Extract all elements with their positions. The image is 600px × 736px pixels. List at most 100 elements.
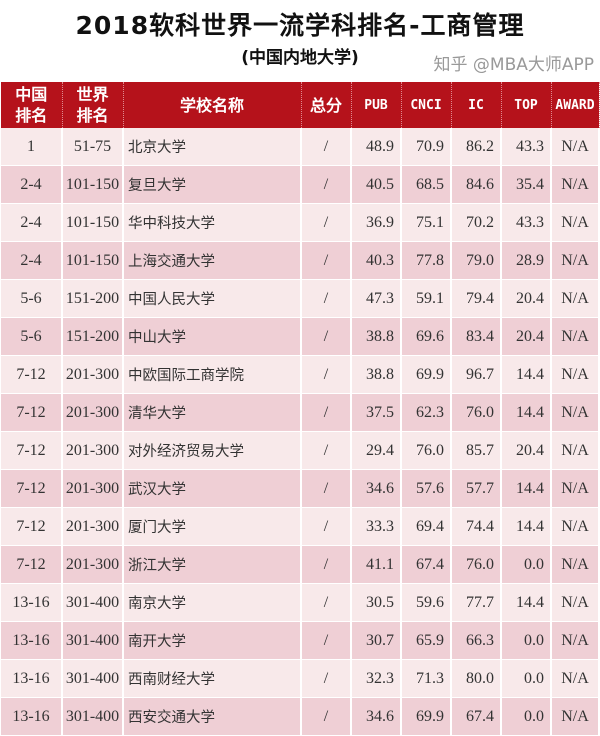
cell-total: /	[301, 469, 352, 508]
cell-cn-rank: 7-12	[1, 431, 63, 470]
cell-award: N/A	[551, 203, 600, 242]
cell-award: N/A	[551, 545, 600, 584]
table-row: 1 51-75 北京大学/48.9 70.9 86.2 43.3 N/A	[1, 128, 600, 166]
cell-award: N/A	[551, 128, 600, 166]
cell-ic: 84.6	[451, 165, 502, 204]
cell-cnci: 69.6	[401, 317, 452, 356]
page-subtitle: (中国内地大学)	[241, 48, 359, 68]
cell-pub: 47.3	[351, 279, 402, 318]
cell-award: N/A	[551, 621, 600, 660]
cell-cnci: 59.6	[401, 583, 452, 622]
cell-cn-rank: 13-16	[1, 659, 63, 698]
cell-cn-rank: 2-4	[1, 241, 63, 280]
cell-ic: 86.2	[451, 128, 502, 166]
table-header: 中国 排名 世界 排名 学校名称 总分 PUB CNCI IC TOP AWARD	[1, 82, 600, 128]
cell-cnci: 67.4	[401, 545, 452, 584]
table-row: 13-16 301-400 西安交通大学/34.6 69.9 67.4 0.0 N/A	[1, 697, 600, 736]
cell-cn-rank: 2-4	[1, 203, 63, 242]
cell-pub: 38.8	[351, 355, 402, 394]
table-row: 2-4 101-150 上海交通大学/40.3 77.8 79.0 28.9 N/A	[1, 241, 600, 280]
cell-top: 14.4	[501, 469, 552, 508]
table-row: 13-16 301-400 南开大学/30.7 65.9 66.3 0.0 N/A	[1, 621, 600, 660]
cell-cnci: 68.5	[401, 165, 452, 204]
cell-pub: 30.5	[351, 583, 402, 622]
cell-cn-rank: 7-12	[1, 469, 63, 508]
cell-ic: 79.4	[451, 279, 502, 318]
header-cnci: CNCI	[401, 82, 452, 128]
cell-award: N/A	[551, 241, 600, 280]
cell-world-rank: 301-400	[62, 583, 124, 622]
cell-total: /	[301, 545, 352, 584]
cell-cnci: 71.3	[401, 659, 452, 698]
table-row: 7-12 201-300 厦门大学/33.3 69.4 74.4 14.4 N/A	[1, 507, 600, 546]
cell-cnci: 69.9	[401, 697, 452, 736]
cell-school-name: 西南财经大学	[123, 659, 302, 698]
table-row: 2-4 101-150 复旦大学/40.5 68.5 84.6 35.4 N/A	[1, 165, 600, 204]
cell-ic: 76.0	[451, 545, 502, 584]
cell-cn-rank: 7-12	[1, 507, 63, 546]
cell-school-name: 厦门大学	[123, 507, 302, 546]
cell-award: N/A	[551, 393, 600, 432]
cell-cnci: 65.9	[401, 621, 452, 660]
cell-school-name: 中欧国际工商学院	[123, 355, 302, 394]
cell-total: /	[301, 507, 352, 546]
cell-ic: 74.4	[451, 507, 502, 546]
cell-pub: 36.9	[351, 203, 402, 242]
cell-pub: 34.6	[351, 697, 402, 736]
cell-ic: 80.0	[451, 659, 502, 698]
cell-world-rank: 201-300	[62, 431, 124, 470]
header-world-rank-line1: 世界	[76, 85, 109, 104]
cell-top: 0.0	[501, 545, 552, 584]
cell-world-rank: 201-300	[62, 545, 124, 584]
cell-world-rank: 301-400	[62, 659, 124, 698]
cell-cn-rank: 13-16	[1, 621, 63, 660]
cell-world-rank: 201-300	[62, 469, 124, 508]
cell-pub: 32.3	[351, 659, 402, 698]
cell-top: 28.9	[501, 241, 552, 280]
cell-top: 43.3	[501, 203, 552, 242]
cell-cnci: 69.9	[401, 355, 452, 394]
cell-total: /	[301, 431, 352, 470]
cell-school-name: 上海交通大学	[123, 241, 302, 280]
table-row: 13-16 301-400 南京大学/30.5 59.6 77.7 14.4 N/A	[1, 583, 600, 622]
table-row: 7-12 201-300 中欧国际工商学院/38.8 69.9 96.7 14.4 N/A	[1, 355, 600, 394]
cell-school-name: 清华大学	[123, 393, 302, 432]
cell-pub: 38.8	[351, 317, 402, 356]
cell-cnci: 62.3	[401, 393, 452, 432]
cell-pub: 40.3	[351, 241, 402, 280]
header-world-rank: 世界 排名	[62, 82, 124, 128]
cell-cn-rank: 7-12	[1, 355, 63, 394]
table-row: 7-12 201-300 对外经济贸易大学/29.4 76.0 85.7 20.4 N/A	[1, 431, 600, 470]
cell-world-rank: 151-200	[62, 317, 124, 356]
cell-school-name: 北京大学	[123, 128, 302, 166]
cell-ic: 96.7	[451, 355, 502, 394]
cell-top: 20.4	[501, 279, 552, 318]
cell-award: N/A	[551, 431, 600, 470]
cell-award: N/A	[551, 583, 600, 622]
cell-cnci: 75.1	[401, 203, 452, 242]
cell-top: 43.3	[501, 128, 552, 166]
header-total: 总分	[301, 82, 352, 128]
header-cn-rank-line2: 排名	[15, 106, 48, 125]
page-title: 2018软科世界一流学科排名-工商管理	[75, 11, 525, 40]
cell-school-name: 南京大学	[123, 583, 302, 622]
cell-cn-rank: 5-6	[1, 317, 63, 356]
cell-total: /	[301, 355, 352, 394]
cell-cn-rank: 1	[1, 128, 63, 166]
cell-pub: 40.5	[351, 165, 402, 204]
cell-cnci: 70.9	[401, 128, 452, 166]
table-body: 1 51-75 北京大学/48.9 70.9 86.2 43.3 N/A 2-4 101-150…	[1, 128, 600, 736]
cell-ic: 67.4	[451, 697, 502, 736]
cell-total: /	[301, 659, 352, 698]
cell-school-name: 武汉大学	[123, 469, 302, 508]
header-world-rank-line2: 排名	[76, 106, 109, 125]
table-row: 7-12 201-300 浙江大学/41.1 67.4 76.0 0.0 N/A	[1, 545, 600, 584]
cell-top: 0.0	[501, 697, 552, 736]
cell-school-name: 中国人民大学	[123, 279, 302, 318]
cell-total: /	[301, 621, 352, 660]
cell-ic: 85.7	[451, 431, 502, 470]
cell-award: N/A	[551, 165, 600, 204]
cell-top: 0.0	[501, 659, 552, 698]
cell-top: 20.4	[501, 431, 552, 470]
cell-top: 14.4	[501, 393, 552, 432]
